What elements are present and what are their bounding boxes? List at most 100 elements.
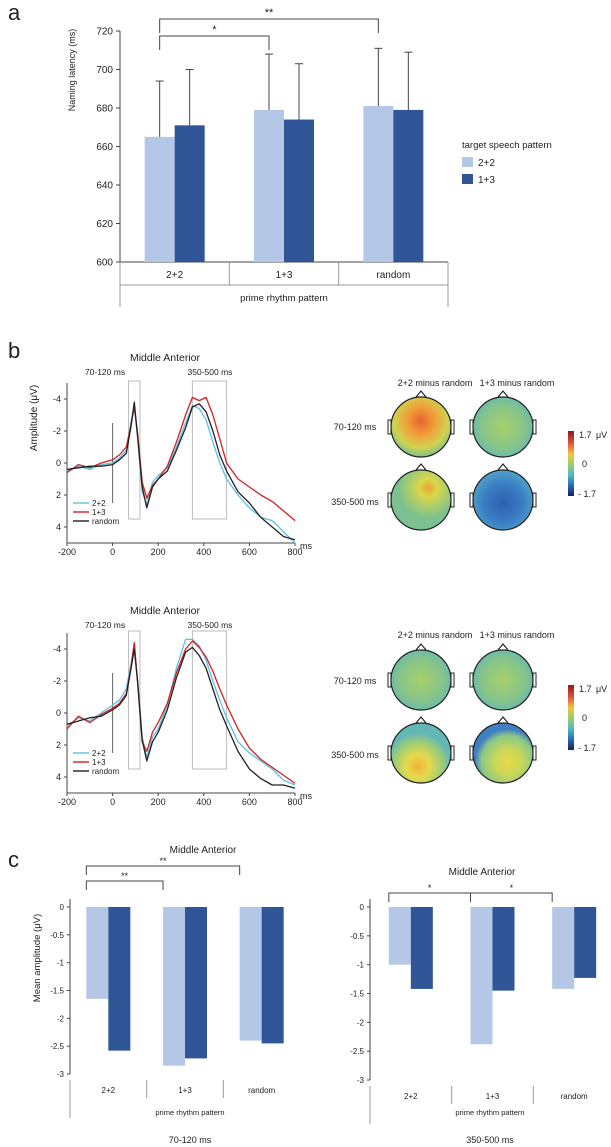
y-tick-label: -2.5 (50, 1042, 64, 1051)
y-tick-label: 4 (56, 522, 61, 532)
topo1-row-label-1: 70-120 ms (334, 422, 377, 432)
significance-marker: * (428, 883, 432, 893)
y-tick-label: -3 (357, 1076, 365, 1085)
bar (552, 907, 575, 989)
colorbar2-max: 1.7 (579, 684, 592, 694)
y-tick-label: -0.5 (50, 931, 64, 940)
y-tick-label: 0 (360, 903, 365, 912)
topo1-row-label-2: 350-500 ms (331, 497, 379, 507)
y-tick-label: -1.5 (50, 987, 64, 996)
topo1-col-label-1: 2+2 minus random (398, 378, 473, 388)
c2-title: Middle Anterior (449, 867, 516, 878)
panel-label-c: c (8, 847, 19, 872)
y-tick-label: -1 (57, 959, 65, 968)
legend-swatch-2-2 (462, 157, 473, 167)
x-tick-label: 600 (242, 547, 257, 557)
topomap-2p2-early-2 (387, 643, 455, 711)
x-tick-label: 400 (196, 797, 211, 807)
c2-x-axis-label: prime rhythm pattern (455, 1108, 524, 1117)
bar (492, 907, 515, 991)
x-tick-label: 600 (242, 797, 257, 807)
erp-line-random (66, 401, 296, 541)
y-tick-label: 4 (56, 772, 61, 782)
x-tick-label: -200 (58, 547, 76, 557)
bar (261, 907, 284, 1044)
bar (284, 119, 314, 262)
y-tick-label: -2 (57, 1014, 65, 1023)
bar (393, 109, 424, 262)
time-window-box (128, 630, 141, 770)
topo1-col-label-2: 1+3 minus random (480, 378, 555, 388)
category-label: 2+2 (404, 1092, 418, 1101)
bar-chart-mean-amplitude-late: 0 -0.5 -1 -1.5 -2 -2.5 -3 2+2 1+3 random * * (350, 883, 597, 1124)
legend-label: 2+2 (92, 499, 106, 508)
erp-line-1p3 (66, 640, 296, 784)
y-tick-label: 680 (96, 104, 113, 115)
topomap-1p3-early-2 (469, 643, 537, 711)
category-label: 1+3 (178, 1086, 192, 1095)
y-tick-label: -2 (53, 426, 61, 436)
c1-x-axis-label: prime rhythm pattern (155, 1108, 224, 1117)
colorbar-1 (568, 431, 574, 496)
colorbar-2 (568, 685, 574, 750)
category-label: 2+2 (102, 1086, 116, 1095)
legend-label: 1+3 (92, 758, 106, 767)
topomap-1p3-late-2 (469, 716, 537, 784)
y-tick-label: -0.5 (350, 932, 364, 941)
erp1-y-axis-label: Amplitude (μV) (29, 385, 40, 451)
colorbar1-max: 1.7 (579, 430, 592, 440)
x-tick-label: 800 (287, 797, 302, 807)
bar (174, 125, 205, 262)
colorbar1-mid: 0 (582, 459, 587, 469)
y-tick-label: -2 (357, 1018, 365, 1027)
y-tick-label: 2 (56, 490, 61, 500)
y-tick-label: 0 (56, 708, 61, 718)
topomap-2p2-early (387, 390, 455, 458)
time-window-box (191, 380, 228, 520)
y-tick-label: -4 (53, 644, 61, 654)
y-tick-label: -1.5 (350, 990, 364, 999)
y-tick-label: 660 (96, 142, 113, 153)
topomap-2p2-late-2 (387, 716, 455, 784)
topo2-col-label-1: 2+2 minus random (398, 630, 473, 640)
significance-bracket (159, 35, 270, 50)
y-tick-label: 640 (96, 181, 113, 192)
bar (574, 907, 597, 978)
bar (163, 907, 185, 1066)
time-window-box (128, 380, 141, 520)
bar (185, 907, 207, 1059)
y-tick-label: 720 (96, 27, 113, 38)
topo2-row-label-2: 350-500 ms (331, 750, 379, 760)
y-tick-label: -2 (53, 676, 61, 686)
time-window-box (191, 630, 228, 770)
erp-line-random (66, 646, 296, 789)
significance-marker: ** (265, 7, 274, 19)
legend-label: random (92, 517, 119, 526)
erp-line-2p2 (66, 638, 296, 786)
x-tick-label: 0 (110, 797, 115, 807)
c1-y-axis-label: Mean amplitude (μV) (32, 914, 43, 1002)
x-tick-label: -200 (58, 797, 76, 807)
topo2-row-label-1: 70-120 ms (334, 676, 377, 686)
c1-caption: 70-120 ms (169, 1135, 212, 1145)
bar (108, 907, 131, 1051)
bar (144, 136, 175, 262)
bar-chart-mean-amplitude-early: 0 -0.5 -1 -1.5 -2 -2.5 -3 2+2 1+3 random ** ** (50, 856, 284, 1118)
y-tick-label: -1 (357, 961, 365, 970)
x-tick-label: 0 (110, 547, 115, 557)
x-tick-label: 400 (196, 547, 211, 557)
legend-label: random (92, 767, 119, 776)
erp2-window-label-1: 70-120 ms (85, 620, 125, 630)
x-tick-label: 200 (151, 797, 166, 807)
colorbar1-unit: μV (596, 430, 607, 440)
legend-label-2-2: 2+2 (478, 158, 495, 169)
legend-label: 1+3 (92, 508, 106, 517)
y-tick-label: 0 (60, 903, 65, 912)
significance-bracket (159, 18, 379, 33)
significance-marker: ** (121, 871, 129, 881)
erp2-title: Middle Anterior (130, 605, 201, 617)
bar (388, 907, 411, 965)
